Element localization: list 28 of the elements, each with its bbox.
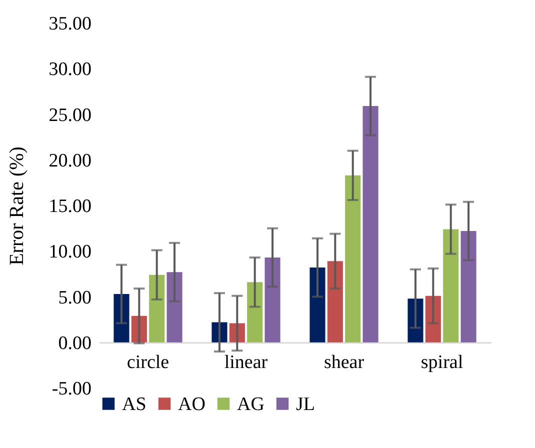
x-tick-label: shear — [324, 352, 365, 373]
bar — [166, 272, 182, 342]
y-tick-label: -5.00 — [52, 378, 92, 400]
y-tick-label: 20.00 — [48, 150, 92, 172]
y-tick-label: 35.00 — [48, 14, 92, 34]
x-tick-label: linear — [224, 352, 268, 373]
y-axis-title: Error Rate (%) — [6, 146, 28, 266]
legend-label: AG — [237, 394, 265, 415]
bar — [264, 258, 280, 342]
bar — [327, 261, 343, 342]
y-tick-label: 30.00 — [48, 59, 92, 80]
y-tick-label: 25.00 — [48, 104, 92, 126]
bar — [443, 229, 459, 342]
x-tick-label: spiral — [420, 352, 464, 373]
legend-label: JL — [296, 394, 315, 415]
y-tick-label: 0.00 — [58, 332, 92, 354]
legend-label: AO — [178, 394, 206, 415]
y-tick-label: 10.00 — [48, 242, 92, 263]
bar — [310, 268, 326, 342]
bar — [345, 175, 361, 342]
x-tick-label: circle — [126, 352, 170, 373]
bar — [247, 282, 263, 342]
y-tick-label: 15.00 — [48, 196, 92, 217]
bar — [362, 106, 378, 342]
bar — [460, 231, 476, 342]
y-tick-label: 5.00 — [58, 287, 92, 308]
bar — [149, 274, 165, 342]
legend-label: AS — [122, 394, 146, 415]
